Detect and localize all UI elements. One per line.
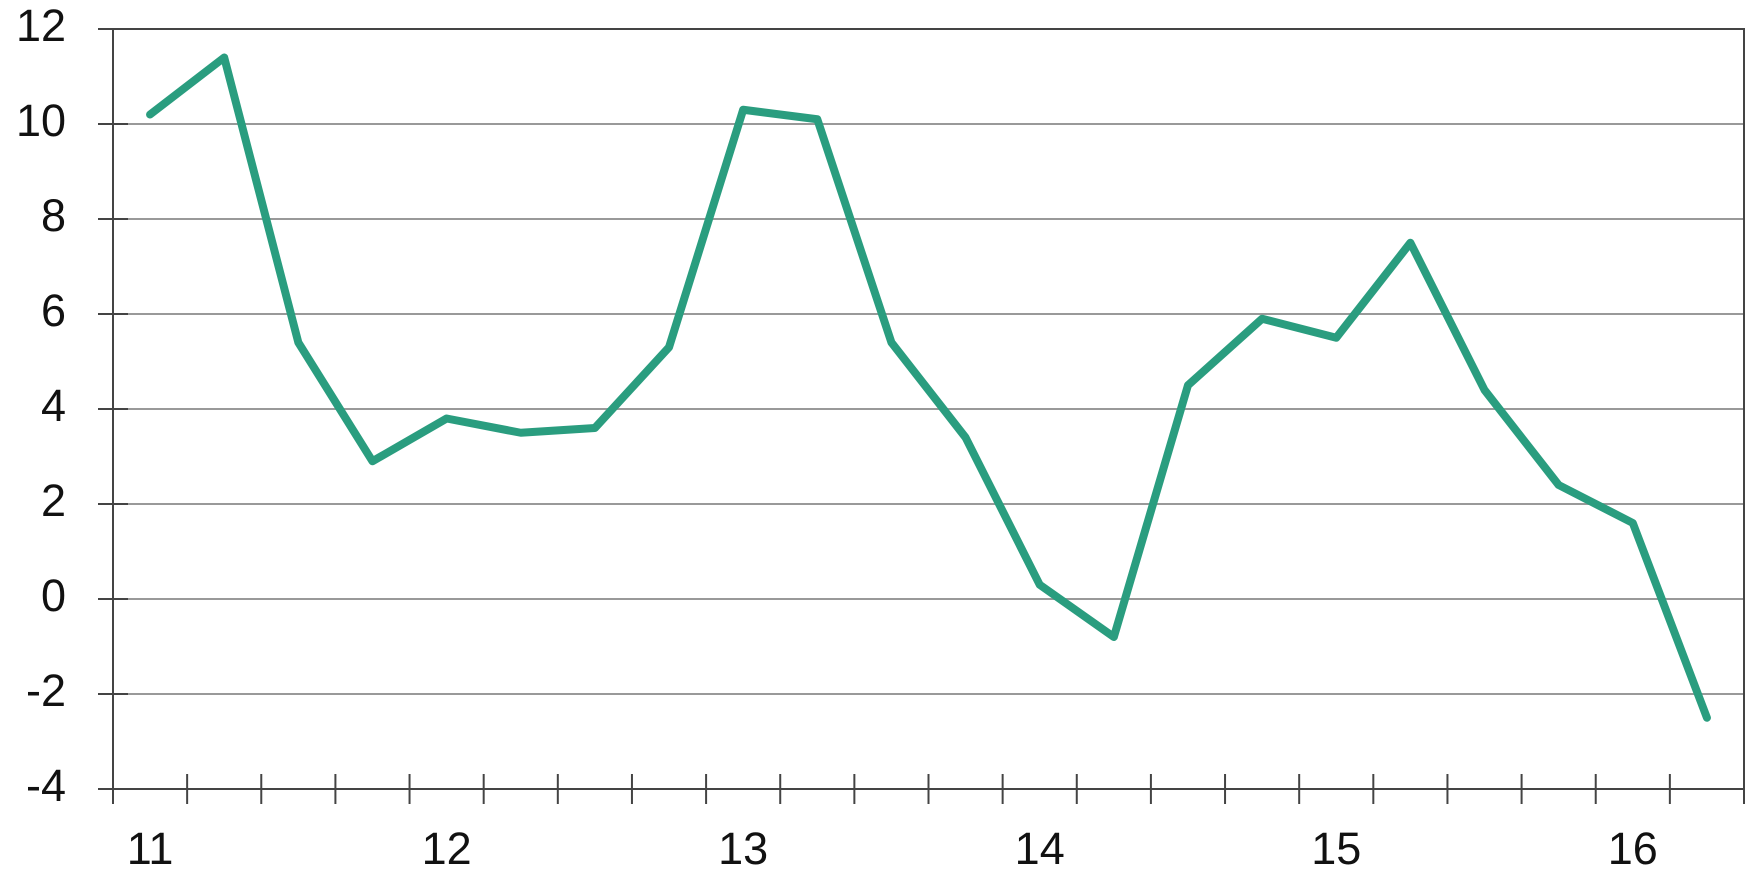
x-tick-label: 12: [422, 823, 472, 874]
y-tick-label: 2: [41, 475, 66, 526]
y-tick-label: 8: [41, 190, 66, 241]
y-tick-label: 4: [41, 380, 66, 431]
x-tick-label: 11: [127, 823, 174, 874]
y-tick-label: 12: [16, 0, 66, 51]
y-tick-label: 10: [16, 95, 66, 146]
line-series: [146, 53, 1711, 722]
x-tick-label: 14: [1015, 823, 1065, 874]
x-tick-label: 15: [1311, 823, 1361, 874]
y-tick-label: -2: [26, 665, 66, 716]
y-tick-label: -4: [26, 760, 66, 811]
x-tick-label: 13: [718, 823, 768, 874]
y-tick-label: 0: [41, 570, 66, 621]
y-tick-label: 6: [41, 285, 66, 336]
x-tick-label: 16: [1608, 823, 1658, 874]
